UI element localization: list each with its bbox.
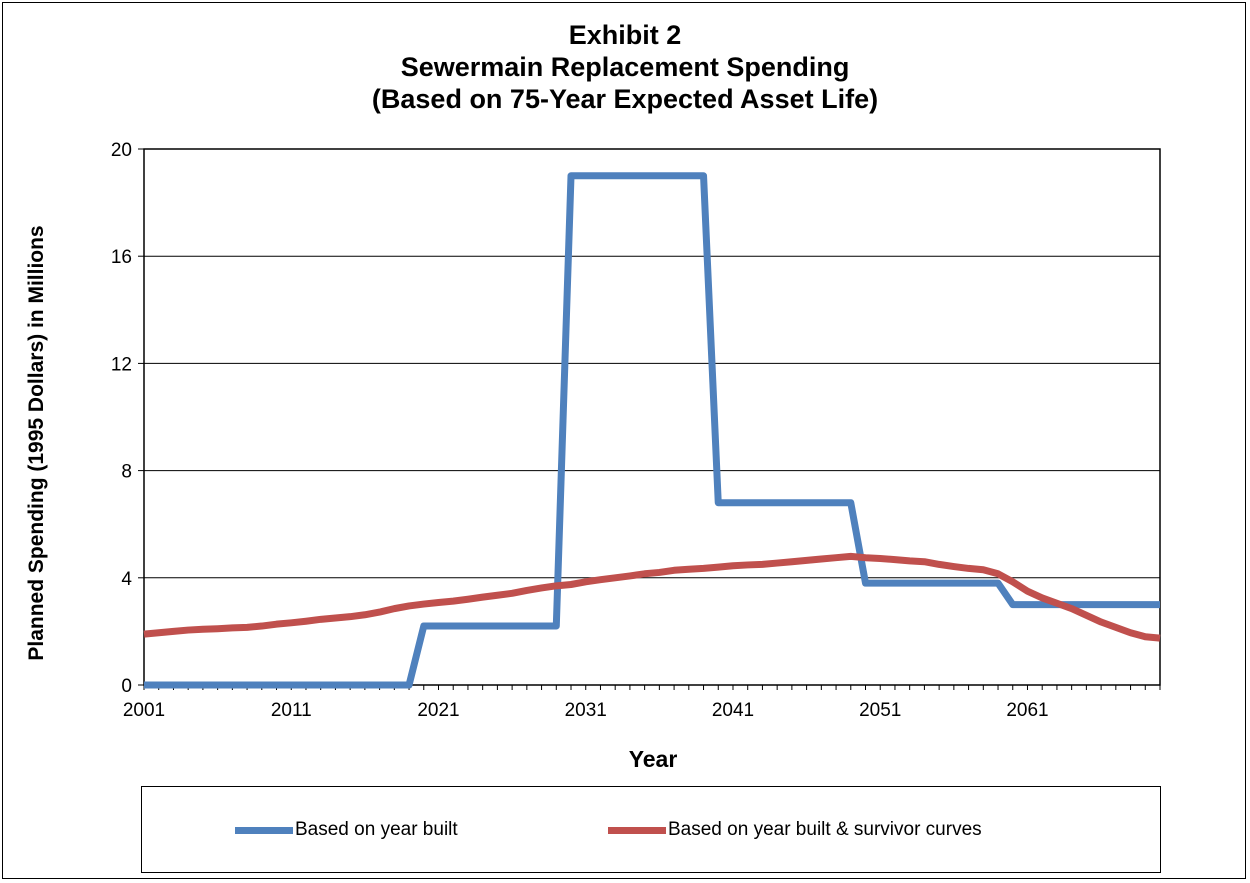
x-tick-label: 2031 bbox=[565, 700, 607, 721]
y-tick-label: 0 bbox=[121, 676, 132, 697]
y-tick-label: 16 bbox=[111, 247, 132, 268]
y-axis-label: Planned Spending (1995 Dollars) in Milli… bbox=[25, 225, 48, 660]
legend-label-year-built: Based on year built bbox=[295, 819, 458, 840]
gridlines bbox=[144, 255, 1160, 579]
series-line-1 bbox=[144, 172, 1160, 689]
legend-item-survivor-curves: Based on year built & survivor curves bbox=[608, 815, 982, 845]
legend-swatch-blue bbox=[235, 826, 293, 834]
x-tick-label: 2021 bbox=[417, 700, 459, 721]
legend-item-year-built: Based on year built bbox=[235, 815, 458, 845]
x-tick-label: 2051 bbox=[859, 700, 901, 721]
x-axis-label: Year bbox=[629, 746, 678, 772]
legend-swatch-red bbox=[608, 826, 666, 834]
chart-title-line-1: Exhibit 2 bbox=[568, 20, 682, 50]
chart-title-line-2: Sewermain Replacement Spending bbox=[400, 52, 850, 82]
series-line-2 bbox=[143, 552, 1161, 642]
x-tick-label: 2061 bbox=[1006, 700, 1048, 721]
chart-title-line-3: (Based on 75-Year Expected Asset Life) bbox=[371, 84, 879, 114]
x-tick-label: 2041 bbox=[712, 700, 754, 721]
x-tick-label: 2001 bbox=[123, 700, 165, 721]
axis-ticks: 0 4 8 12 16 20 2001 2011 2021 2031 2041 2051 2061 bbox=[111, 140, 1161, 721]
y-tick-label: 4 bbox=[121, 569, 132, 590]
legend-label-survivor-curves: Based on year built & survivor curves bbox=[668, 819, 982, 840]
legend: Based on year built Based on year built … bbox=[141, 786, 1161, 873]
series-lines bbox=[143, 172, 1161, 689]
y-tick-label: 8 bbox=[121, 462, 132, 483]
y-tick-label: 20 bbox=[111, 140, 132, 161]
x-tick-label: 2011 bbox=[271, 700, 312, 721]
y-tick-label: 12 bbox=[111, 354, 132, 375]
plot-area-border bbox=[143, 148, 1161, 686]
